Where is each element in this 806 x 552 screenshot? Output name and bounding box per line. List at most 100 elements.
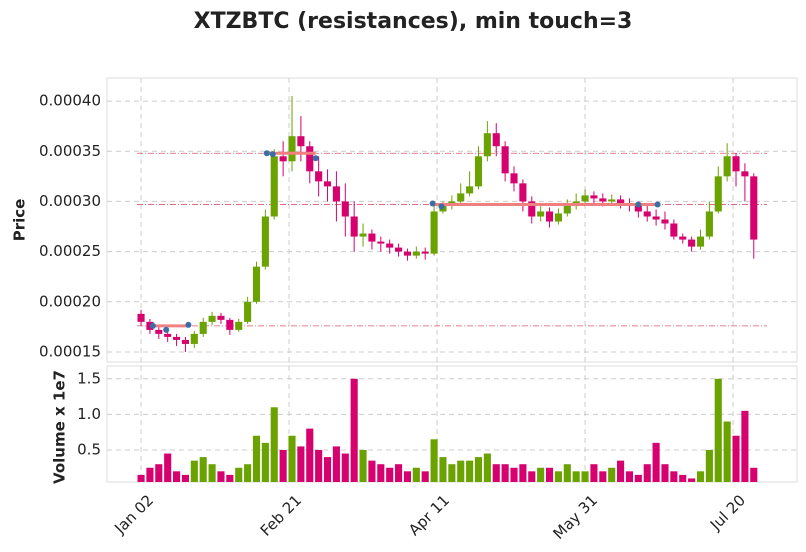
- volume-bar: [235, 467, 243, 482]
- volume-bar: [297, 446, 305, 482]
- volume-bar: [723, 421, 731, 482]
- candle-body: [661, 219, 669, 224]
- touch-point: [438, 203, 445, 210]
- candle-body: [403, 251, 412, 256]
- candle-body: [173, 336, 181, 340]
- candle-body: [732, 156, 740, 172]
- touch-point: [263, 150, 270, 157]
- candle-body: [252, 266, 261, 302]
- y-tick-label: 0.00030: [39, 192, 101, 210]
- candle-body: [554, 213, 562, 222]
- candle-body: [359, 233, 367, 237]
- candle-body: [492, 133, 500, 147]
- touch-point: [654, 201, 661, 208]
- volume-tick-label: 1.0: [77, 405, 101, 423]
- volume-bar: [244, 464, 252, 482]
- volume-bar: [554, 471, 562, 482]
- touch-point: [635, 201, 642, 208]
- volume-bar: [581, 471, 589, 482]
- touch-point: [312, 155, 319, 162]
- x-tick-label: Apr 11: [405, 491, 453, 539]
- volume-bar: [466, 460, 474, 482]
- candle-body: [244, 301, 252, 322]
- candle-body: [652, 216, 660, 220]
- y-tick-label: 0.00035: [39, 142, 101, 160]
- volume-bar: [306, 428, 314, 482]
- volume-bar: [643, 464, 651, 482]
- candle-body: [483, 133, 491, 157]
- candle-body: [297, 136, 305, 147]
- volume-tick-label: 1.5: [77, 369, 101, 387]
- candle-body: [590, 195, 598, 199]
- candle-body: [519, 183, 527, 202]
- volume-bar: [164, 453, 172, 482]
- volume-bar: [412, 467, 420, 482]
- volume-bar: [217, 471, 225, 482]
- volume-bar: [199, 457, 207, 482]
- candle-body: [181, 339, 189, 344]
- candle-body: [279, 156, 287, 162]
- candle-body: [714, 176, 722, 212]
- volume-bar: [208, 464, 216, 482]
- candle-body: [741, 171, 749, 177]
- volume-bar: [173, 471, 181, 482]
- candle-body: [315, 171, 323, 182]
- candle-body: [466, 186, 474, 194]
- candle-body: [226, 319, 234, 330]
- candle-body: [723, 156, 731, 177]
- candle-body: [341, 201, 349, 217]
- chart-title: XTZBTC (resistances), min touch=3: [194, 9, 633, 34]
- candle-body: [474, 156, 483, 187]
- volume-bar: [599, 471, 607, 482]
- candle-body: [350, 216, 358, 237]
- volume-bar: [368, 460, 376, 482]
- candle-body: [617, 199, 625, 204]
- volume-bar: [350, 378, 358, 482]
- candle-body: [750, 176, 758, 240]
- candle-body: [421, 251, 429, 254]
- volume-bar: [137, 474, 145, 482]
- volume-bar: [661, 464, 669, 482]
- volume-bar: [590, 464, 598, 482]
- x-tick-label: Jul 20: [706, 491, 749, 534]
- candle-body: [643, 211, 651, 217]
- volume-bar: [190, 460, 198, 482]
- volume-bar: [572, 471, 580, 482]
- candle-body: [537, 211, 545, 217]
- volume-axis-label: Volume x 1e7: [51, 370, 69, 484]
- price-panel: [106, 77, 798, 363]
- candle-body: [688, 239, 696, 247]
- touch-point: [429, 200, 436, 207]
- volume-bar: [377, 464, 385, 482]
- candle-body: [217, 315, 225, 320]
- volume-bar: [279, 449, 287, 482]
- volume-bar: [741, 410, 749, 482]
- candle-body: [386, 243, 394, 248]
- volume-bar: [483, 453, 491, 482]
- candle-body: [306, 146, 314, 172]
- candle-body: [581, 195, 589, 202]
- volume-bar: [155, 464, 163, 482]
- candle-body: [510, 173, 518, 184]
- volume-bar: [403, 471, 412, 482]
- volume-bar: [359, 449, 367, 482]
- volume-bar: [288, 435, 296, 482]
- x-tick-label: Jan 02: [110, 491, 157, 538]
- candle-body: [137, 313, 145, 322]
- candle-body: [599, 198, 607, 202]
- volume-bar: [457, 460, 465, 482]
- volume-bar: [652, 442, 660, 482]
- volume-bar: [386, 467, 394, 482]
- volume-bar: [545, 467, 554, 482]
- candle-body: [670, 223, 678, 237]
- candle-body: [412, 251, 420, 256]
- candle-body: [190, 333, 198, 344]
- touch-point: [163, 326, 170, 333]
- candle-body: [563, 205, 571, 214]
- volume-bar: [617, 460, 625, 482]
- volume-bar: [705, 449, 713, 482]
- candle-body: [208, 315, 216, 322]
- volume-bar: [608, 467, 616, 482]
- x-tick-label: Feb 21: [257, 491, 305, 539]
